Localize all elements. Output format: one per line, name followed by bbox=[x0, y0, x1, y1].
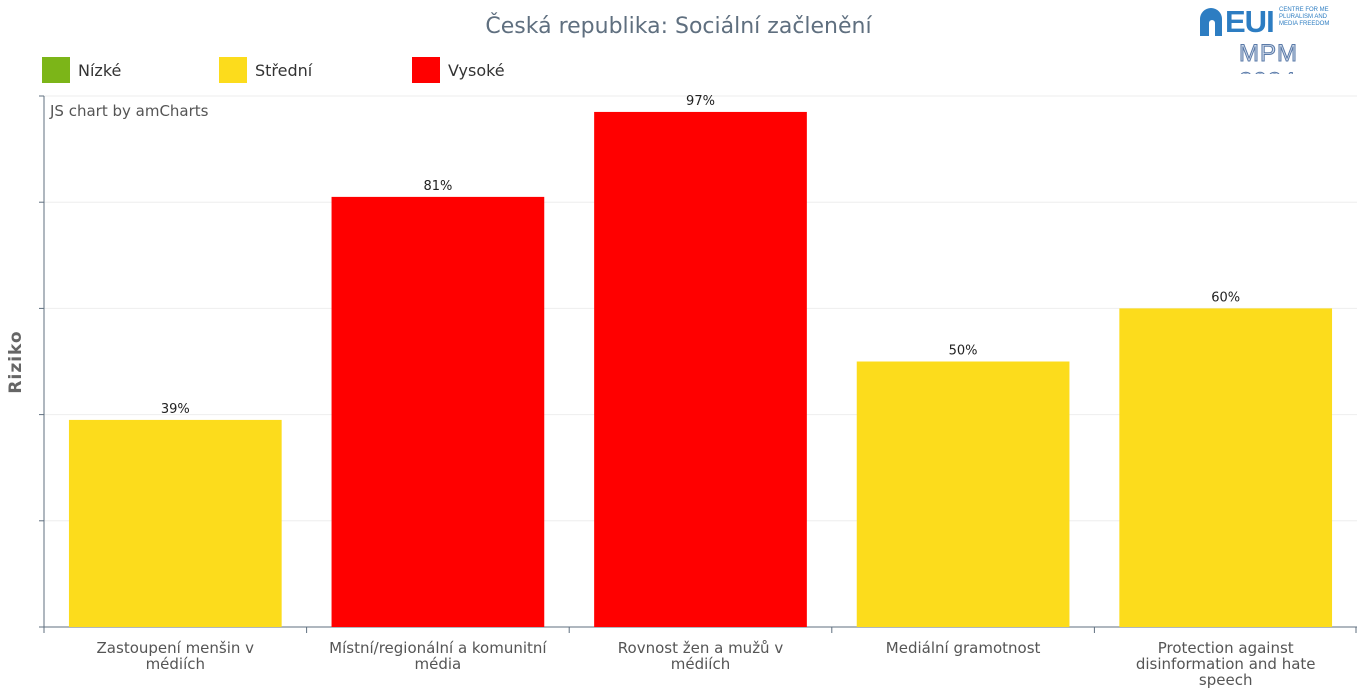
x-tick-label: Místní/regionální a komunitní média bbox=[329, 639, 547, 673]
legend-label-medium: Střední bbox=[255, 60, 313, 80]
data-label: 39% bbox=[161, 402, 190, 417]
x-tick-label: Zastoupení menšin v médiích bbox=[96, 639, 255, 673]
x-tick-label: Mediální gramotnost bbox=[885, 639, 1041, 657]
legend-swatch-medium bbox=[219, 57, 247, 83]
legend-swatch-low bbox=[42, 57, 70, 83]
legend-label-low: Nízké bbox=[78, 60, 122, 80]
x-tick-label: Rovnost žen a mužů v médiích bbox=[617, 639, 784, 673]
x-tick-label: Protection against disinformation and ha… bbox=[1135, 639, 1316, 689]
eui-logo: EUI CENTRE FOR ME PLURALISM AND MEDIA FR… bbox=[1197, 6, 1357, 74]
eui-logo-text: EUI bbox=[1225, 6, 1275, 39]
data-label: 50% bbox=[949, 344, 978, 359]
bar[interactable] bbox=[856, 361, 1070, 628]
y-axis-label: Riziko bbox=[6, 330, 26, 394]
data-label: 97% bbox=[686, 94, 715, 109]
legend-swatch-high bbox=[412, 57, 440, 83]
bar[interactable] bbox=[1119, 308, 1333, 627]
eui-logo-mark bbox=[1200, 8, 1222, 36]
legend-label-high: Vysoké bbox=[448, 60, 505, 80]
bar[interactable] bbox=[594, 111, 807, 628]
data-label: 81% bbox=[423, 179, 452, 194]
data-label: 60% bbox=[1211, 290, 1240, 305]
bar[interactable] bbox=[331, 196, 545, 627]
chart-title: Česká republika: Sociální začlenění bbox=[485, 14, 872, 39]
mpm-logo-text: MPM 2024 bbox=[1239, 40, 1298, 75]
amcharts-credit[interactable]: JS chart by amCharts bbox=[50, 102, 209, 120]
bar[interactable] bbox=[68, 419, 282, 627]
legend-item-high[interactable]: Vysoké bbox=[412, 56, 505, 84]
eui-logo-subtitle: CENTRE FOR ME PLURALISM AND MEDIA FREEDO… bbox=[1279, 7, 1330, 27]
legend-item-medium[interactable]: Střední bbox=[219, 56, 312, 84]
legend-item-low[interactable]: Nízké bbox=[42, 56, 121, 84]
